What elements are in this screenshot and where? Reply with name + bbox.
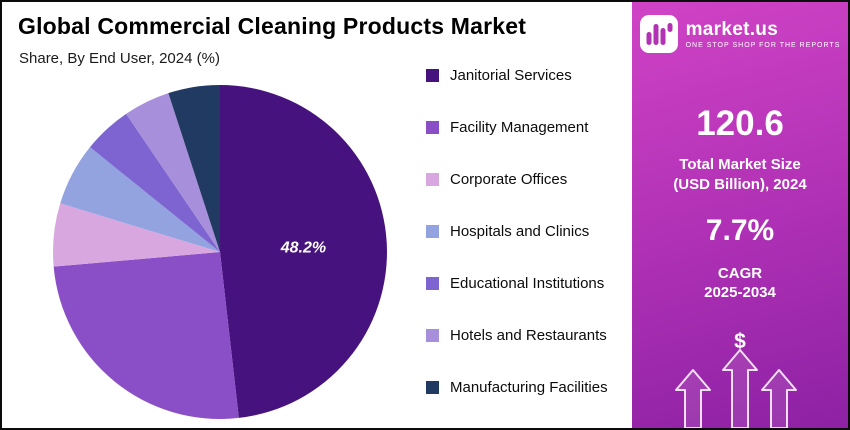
chart-legend: Janitorial Services Facility Management … [426, 66, 630, 396]
legend-swatch [426, 120, 439, 134]
pie-slice-4 [60, 147, 221, 252]
pie-slice-2 [53, 252, 239, 419]
pie-slice-5 [90, 113, 220, 252]
legend-item-corporate-offices: Corporate Offices [426, 170, 630, 188]
marketus-logo-icon [639, 15, 678, 53]
legend-swatch [426, 276, 439, 290]
pie-slice-3 [53, 203, 221, 267]
legend-label: Janitorial Services [450, 66, 572, 84]
pie-chart: 48.2% [28, 78, 412, 426]
legend-label: Hotels and Restaurants [450, 326, 607, 344]
legend-label: Educational Institutions [450, 274, 605, 292]
cagr-label-line1: CAGR [717, 265, 763, 282]
market-size-label: Total Market Size (USD Billion), 2024 [632, 155, 848, 195]
legend-swatch [426, 380, 439, 394]
legend-swatch [426, 328, 439, 342]
page-subtitle: Share, By End User, 2024 (%) [19, 50, 220, 67]
market-size-label-line2: (USD Billion), 2024 [673, 176, 807, 193]
pie-chart-svg: 48.2% [53, 85, 387, 419]
growth-arrows-icon [675, 349, 797, 428]
pie-slice-7 [168, 85, 220, 252]
market-size-label-line1: Total Market Size [679, 156, 801, 173]
legend-item-janitorial-services: Janitorial Services [426, 66, 630, 84]
legend-item-facility-management: Facility Management [426, 118, 630, 136]
cagr-value: 7.7% [705, 214, 775, 247]
legend-item-manufacturing-facilities: Manufacturing Facilities [426, 378, 630, 396]
legend-label: Facility Management [450, 118, 589, 136]
brand-name: market.us [685, 18, 779, 40]
cagr-label-line2: 2025-2034 [704, 284, 776, 301]
legend-item-educational-institutions: Educational Institutions [426, 274, 630, 292]
pie-slice-6 [126, 93, 220, 252]
legend-item-hotels-and-restaurants: Hotels and Restaurants [426, 326, 630, 344]
dollar-sign-icon: $ [734, 330, 746, 353]
legend-swatch [426, 224, 439, 238]
legend-swatch [426, 172, 439, 186]
page-title: Global Commercial Cleaning Products Mark… [18, 13, 527, 39]
market-size-value: 120.6 [696, 104, 784, 143]
legend-label: Manufacturing Facilities [450, 378, 608, 396]
brand-header: market.us ONE STOP SHOP FOR THE REPORTS [632, 15, 848, 53]
brand-text: market.us ONE STOP SHOP FOR THE REPORTS [685, 18, 841, 49]
cagr-label: CAGR 2025-2034 [632, 264, 848, 302]
legend-item-hospitals-and-clinics: Hospitals and Clinics [426, 222, 630, 240]
legend-swatch [426, 68, 439, 82]
legend-label: Corporate Offices [450, 170, 568, 188]
pie-slice-value-label: 48.2% [280, 239, 326, 256]
pie-slice-1 [220, 85, 387, 418]
brand-sidebar: market.us ONE STOP SHOP FOR THE REPORTS … [632, 2, 848, 428]
brand-tagline: ONE STOP SHOP FOR THE REPORTS [685, 41, 841, 49]
legend-label: Hospitals and Clinics [450, 222, 590, 240]
